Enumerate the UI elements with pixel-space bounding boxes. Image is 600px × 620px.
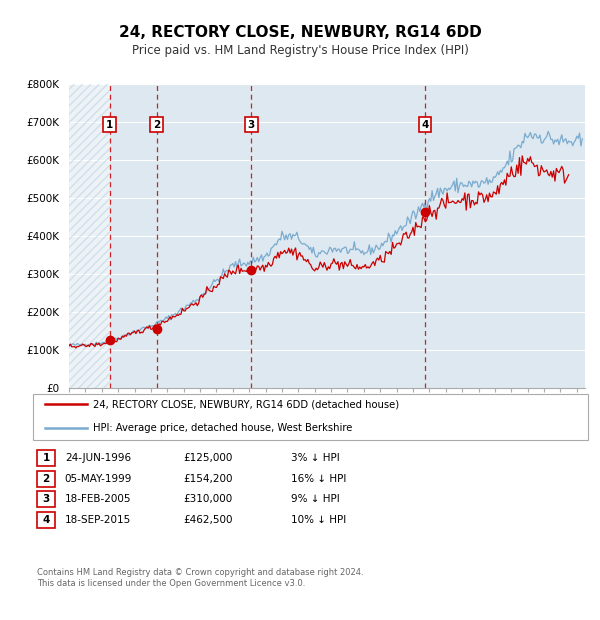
Text: 3% ↓ HPI: 3% ↓ HPI	[291, 453, 340, 463]
Text: 9% ↓ HPI: 9% ↓ HPI	[291, 494, 340, 504]
Text: 16% ↓ HPI: 16% ↓ HPI	[291, 474, 346, 484]
Text: Price paid vs. HM Land Registry's House Price Index (HPI): Price paid vs. HM Land Registry's House …	[131, 45, 469, 57]
Bar	[69, 84, 110, 388]
Text: 24-JUN-1996: 24-JUN-1996	[65, 453, 131, 463]
Text: 3: 3	[248, 120, 255, 130]
Text: 2: 2	[43, 474, 50, 484]
Text: HPI: Average price, detached house, West Berkshire: HPI: Average price, detached house, West…	[93, 423, 352, 433]
Text: £310,000: £310,000	[183, 494, 232, 504]
Text: £462,500: £462,500	[183, 515, 233, 525]
Text: 4: 4	[421, 120, 428, 130]
Text: 4: 4	[43, 515, 50, 525]
Text: 18-FEB-2005: 18-FEB-2005	[65, 494, 131, 504]
Text: £154,200: £154,200	[183, 474, 233, 484]
Text: 24, RECTORY CLOSE, NEWBURY, RG14 6DD (detached house): 24, RECTORY CLOSE, NEWBURY, RG14 6DD (de…	[93, 399, 399, 409]
Text: Contains HM Land Registry data © Crown copyright and database right 2024.
This d: Contains HM Land Registry data © Crown c…	[37, 568, 364, 588]
Text: 18-SEP-2015: 18-SEP-2015	[65, 515, 131, 525]
Text: 1: 1	[43, 453, 50, 463]
Text: 2: 2	[153, 120, 160, 130]
Text: 05-MAY-1999: 05-MAY-1999	[65, 474, 132, 484]
Text: 3: 3	[43, 494, 50, 504]
Text: 24, RECTORY CLOSE, NEWBURY, RG14 6DD: 24, RECTORY CLOSE, NEWBURY, RG14 6DD	[119, 25, 481, 40]
Text: 1: 1	[106, 120, 113, 130]
Text: £125,000: £125,000	[183, 453, 232, 463]
Text: 10% ↓ HPI: 10% ↓ HPI	[291, 515, 346, 525]
